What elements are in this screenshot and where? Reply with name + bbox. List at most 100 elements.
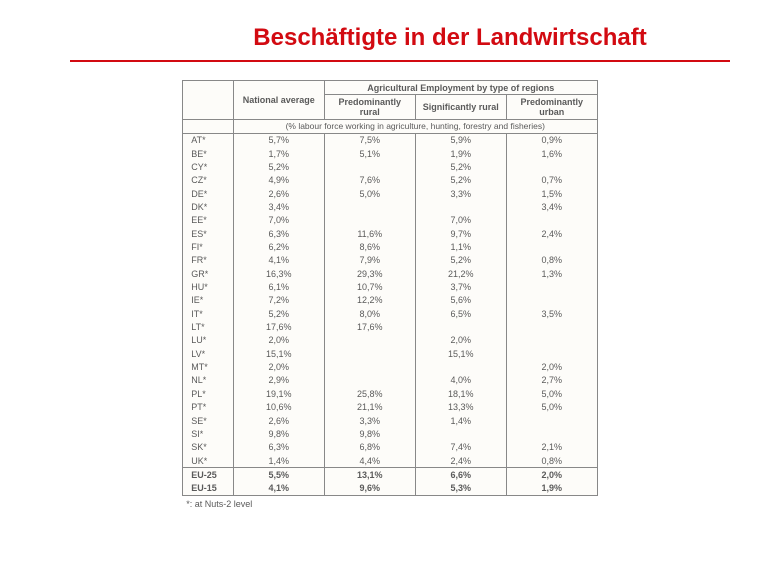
cell: 3,4%	[233, 201, 324, 214]
cell	[415, 201, 506, 214]
cell	[324, 361, 415, 374]
cell: 15,1%	[233, 347, 324, 360]
cell: 3,7%	[415, 281, 506, 294]
row-label: FR*	[183, 254, 234, 267]
cell: 9,8%	[233, 427, 324, 440]
header-pred-rural: Predominantly rural	[324, 95, 415, 120]
cell: 5,0%	[324, 187, 415, 200]
footnote: *: at Nuts-2 level	[182, 496, 598, 509]
cell	[415, 321, 506, 334]
cell: 1,7%	[233, 147, 324, 160]
cell	[506, 281, 597, 294]
cell	[506, 214, 597, 227]
cell: 2,0%	[233, 334, 324, 347]
cell: 10,7%	[324, 281, 415, 294]
cell	[506, 321, 597, 334]
header-group: Agricultural Employment by type of regio…	[324, 81, 597, 95]
cell: 7,0%	[415, 214, 506, 227]
cell: 29,3%	[324, 267, 415, 280]
cell: 13,3%	[415, 401, 506, 414]
table-row: CZ*4,9%7,6%5,2%0,7%	[183, 174, 598, 187]
row-label: GR*	[183, 267, 234, 280]
cell: 2,4%	[415, 454, 506, 468]
table-row: NL*2,9%4,0%2,7%	[183, 374, 598, 387]
subheader-blank	[183, 120, 234, 134]
row-label: BE*	[183, 147, 234, 160]
cell: 5,2%	[415, 254, 506, 267]
cell	[506, 241, 597, 254]
cell: 6,3%	[233, 441, 324, 454]
cell: 4,9%	[233, 174, 324, 187]
subheader-row: (% labour force working in agriculture, …	[183, 120, 598, 134]
table-row: SE*2,6%3,3%1,4%	[183, 414, 598, 427]
row-label: IE*	[183, 294, 234, 307]
cell: 19,1%	[233, 387, 324, 400]
cell: 1,4%	[415, 414, 506, 427]
table-row: ES*6,3%11,6%9,7%2,4%	[183, 227, 598, 240]
cell: 2,1%	[506, 441, 597, 454]
table-row: LT*17,6%17,6%	[183, 321, 598, 334]
cell: 5,2%	[233, 160, 324, 173]
cell: 9,8%	[324, 427, 415, 440]
cell: 6,8%	[324, 441, 415, 454]
cell: 4,1%	[233, 482, 324, 496]
row-label: LV*	[183, 347, 234, 360]
cell: 5,6%	[415, 294, 506, 307]
cell: 3,4%	[506, 201, 597, 214]
row-label: CY*	[183, 160, 234, 173]
cell: 1,4%	[233, 454, 324, 468]
employment-table: National average Agricultural Employment…	[182, 80, 598, 496]
cell	[324, 334, 415, 347]
row-label: DK*	[183, 201, 234, 214]
table-row: FI*6,2%8,6%1,1%	[183, 241, 598, 254]
cell: 6,5%	[415, 307, 506, 320]
table-row: UK*1,4%4,4%2,4%0,8%	[183, 454, 598, 468]
cell	[324, 347, 415, 360]
row-label: NL*	[183, 374, 234, 387]
title-rule	[70, 60, 730, 62]
cell: 6,1%	[233, 281, 324, 294]
cell: 1,3%	[506, 267, 597, 280]
table-row: IT*5,2%8,0%6,5%3,5%	[183, 307, 598, 320]
cell: 0,8%	[506, 254, 597, 267]
cell: 2,0%	[506, 468, 597, 482]
table-container: National average Agricultural Employment…	[0, 80, 780, 509]
table-row: GR*16,3%29,3%21,2%1,3%	[183, 267, 598, 280]
cell: 5,0%	[506, 387, 597, 400]
cell: 5,9%	[415, 133, 506, 147]
row-label: UK*	[183, 454, 234, 468]
cell: 5,2%	[415, 160, 506, 173]
table-row: LU*2,0%2,0%	[183, 334, 598, 347]
table-row: LV*15,1%15,1%	[183, 347, 598, 360]
cell	[506, 160, 597, 173]
cell	[506, 414, 597, 427]
cell: 1,9%	[415, 147, 506, 160]
cell: 6,6%	[415, 468, 506, 482]
table-row: DK*3,4%3,4%	[183, 201, 598, 214]
row-label: IT*	[183, 307, 234, 320]
table-row: AT*5,7%7,5%5,9%0,9%	[183, 133, 598, 147]
row-label: SE*	[183, 414, 234, 427]
header-pred-urban: Predominantly urban	[506, 95, 597, 120]
row-label: HU*	[183, 281, 234, 294]
cell: 2,7%	[506, 374, 597, 387]
table-row: PT*10,6%21,1%13,3%5,0%	[183, 401, 598, 414]
cell: 5,2%	[233, 307, 324, 320]
cell: 2,6%	[233, 414, 324, 427]
cell: 7,0%	[233, 214, 324, 227]
cell: 21,1%	[324, 401, 415, 414]
table-row: MT*2,0%2,0%	[183, 361, 598, 374]
cell: 2,0%	[415, 334, 506, 347]
row-label: ES*	[183, 227, 234, 240]
cell	[506, 334, 597, 347]
row-label: FI*	[183, 241, 234, 254]
row-label: PL*	[183, 387, 234, 400]
cell: 3,5%	[506, 307, 597, 320]
cell: 4,4%	[324, 454, 415, 468]
table-row: BE*1,7%5,1%1,9%1,6%	[183, 147, 598, 160]
table-row: EU-154,1%9,6%5,3%1,9%	[183, 482, 598, 496]
row-label: PT*	[183, 401, 234, 414]
row-label: EE*	[183, 214, 234, 227]
table-row: SK*6,3%6,8%7,4%2,1%	[183, 441, 598, 454]
header-blank	[183, 81, 234, 120]
